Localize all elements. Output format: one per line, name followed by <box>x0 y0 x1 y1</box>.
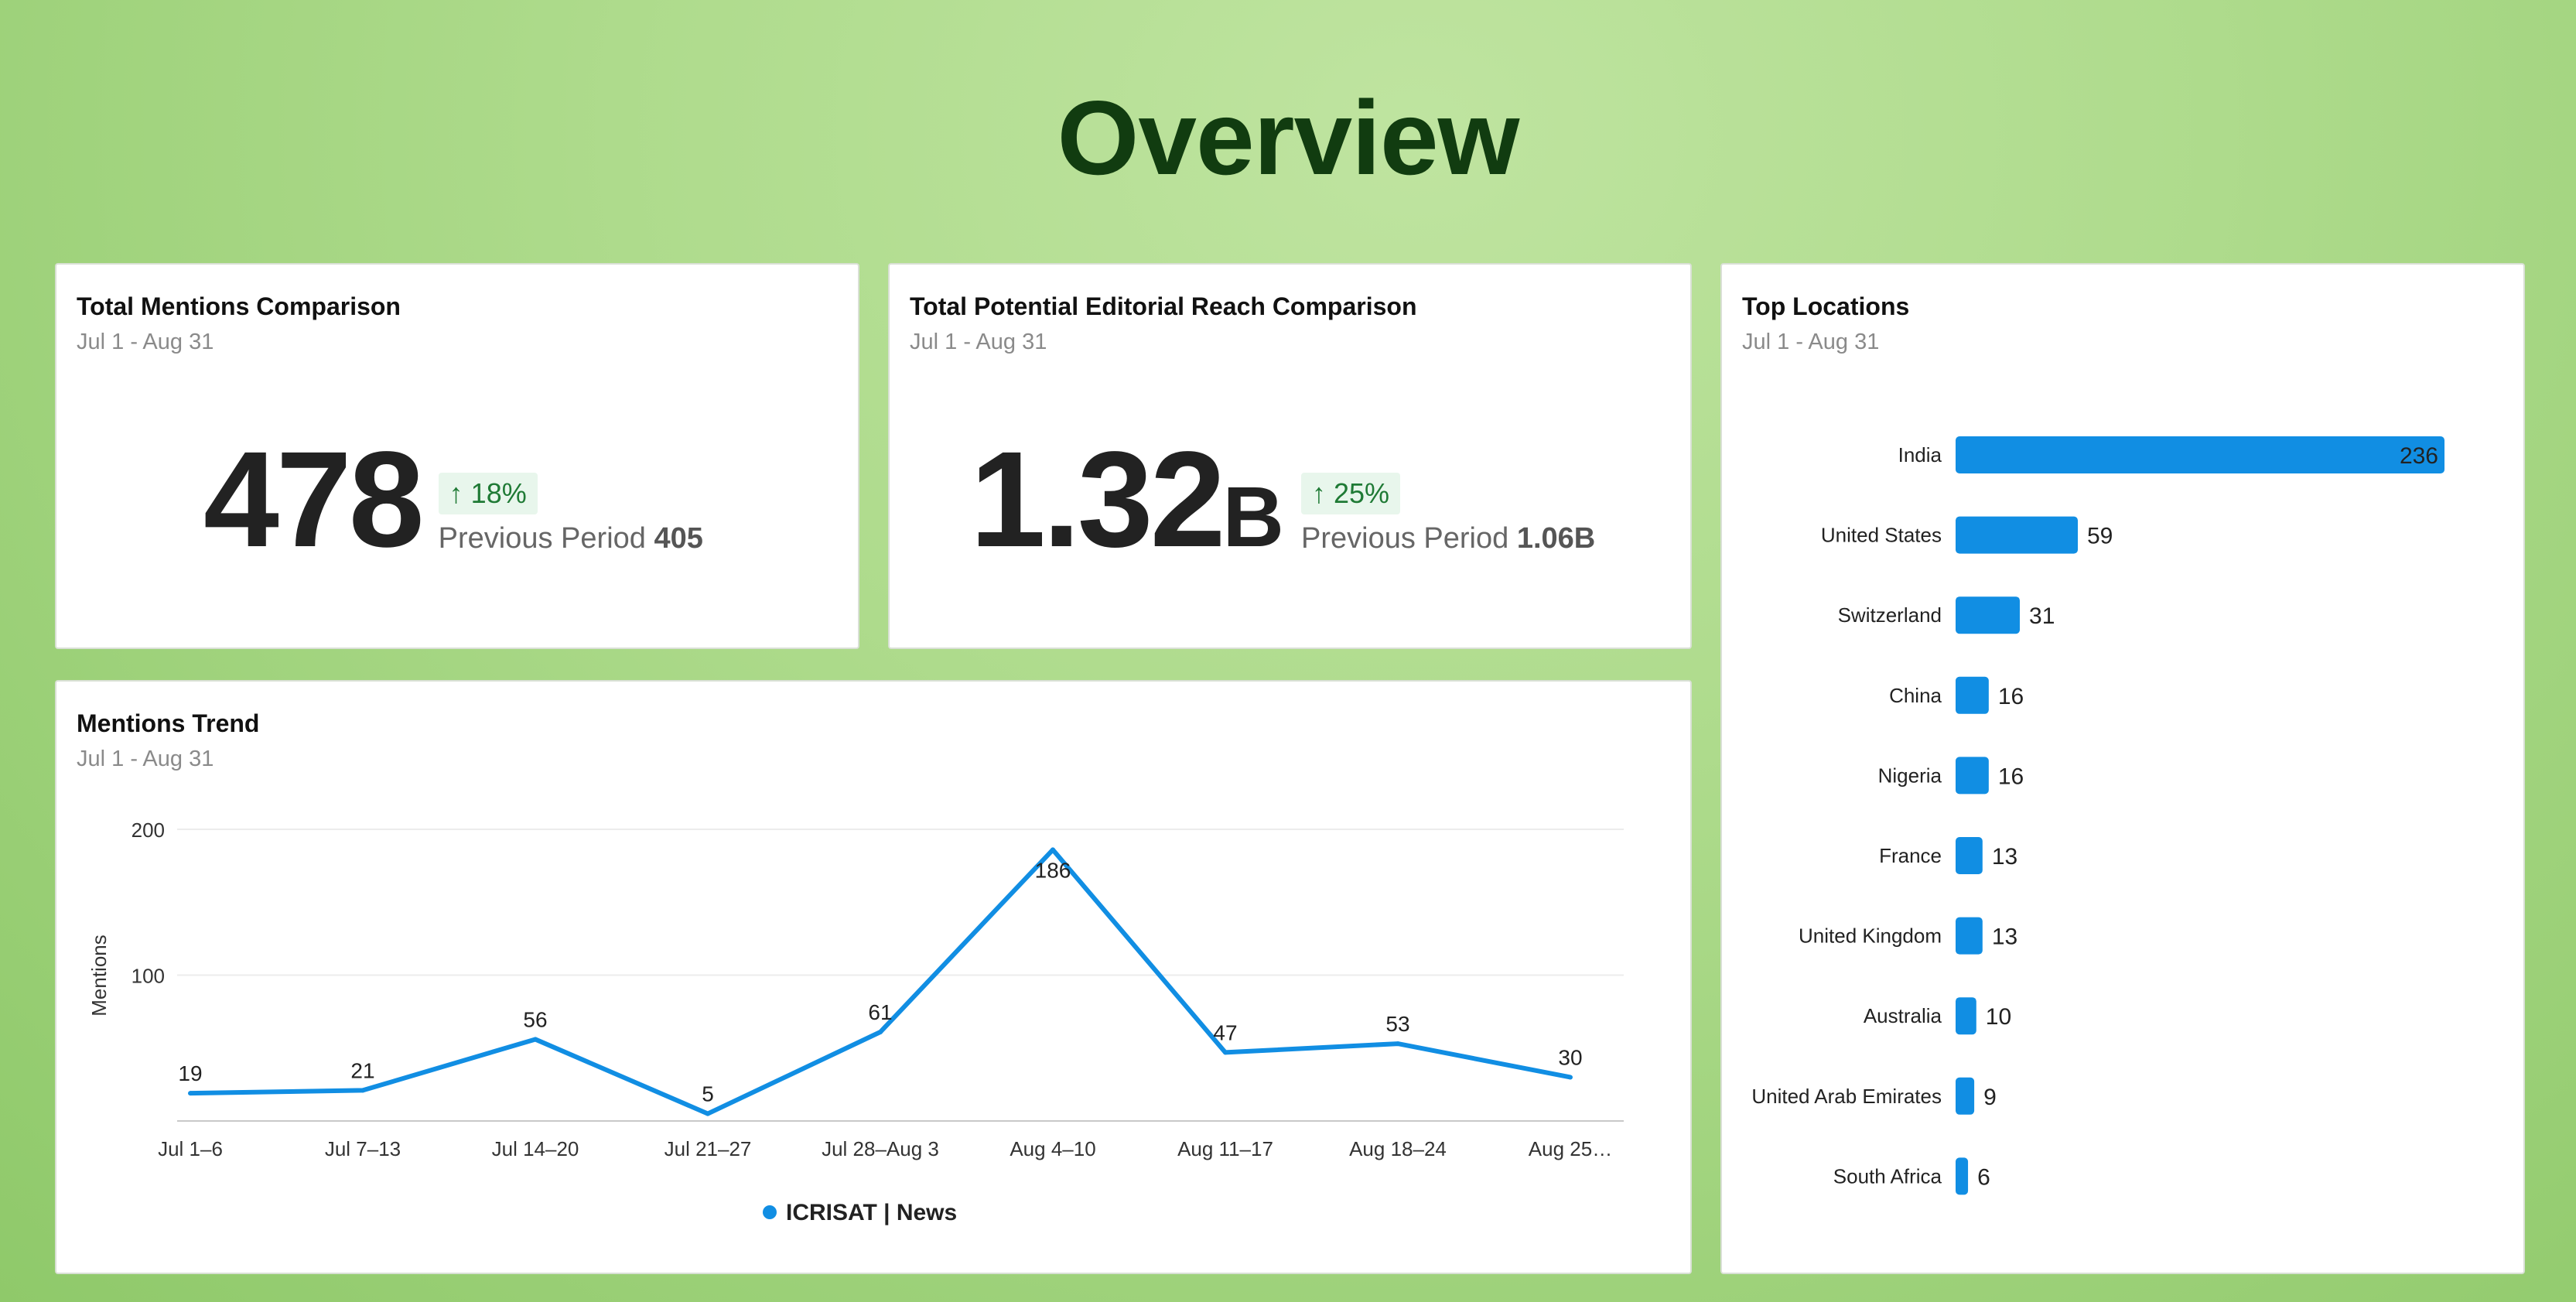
x-tick-label: Aug 4–10 <box>1010 1137 1095 1160</box>
location-bar[interactable] <box>1956 516 2078 554</box>
card-title: Total Potential Editorial Reach Comparis… <box>910 292 1417 320</box>
x-tick-label: Aug 18–24 <box>1349 1137 1447 1160</box>
location-label: Switzerland <box>1838 603 1942 627</box>
kpi-value: 478 <box>203 424 425 576</box>
reach-comparison-card: Total Potential Editorial Reach Comparis… <box>888 263 1692 649</box>
data-label: 53 <box>1385 1012 1409 1036</box>
x-tick-label: Aug 11–17 <box>1177 1137 1273 1160</box>
arrow-up-icon: ↑ <box>1312 477 1326 509</box>
data-point[interactable] <box>1396 1041 1400 1047</box>
data-label: 186 <box>1035 858 1071 882</box>
mentions-trend-card: Mentions Trend Jul 1 - Aug 31 100 200 Ment… <box>55 680 1692 1274</box>
bar-value-label: 13 <box>1992 844 2017 870</box>
kpi-block: 478 ↑ 18% Previous Period 405 <box>203 424 703 576</box>
card-date-range: Jul 1 - Aug 31 <box>910 330 1047 354</box>
kpi-unit: B <box>1222 470 1284 565</box>
data-point[interactable] <box>533 1037 538 1042</box>
mentions-trend-line-chart: 100 200 Mentions Jul 1–6 Jul 7–13 Jul 14–20 Ju… <box>87 818 1624 1225</box>
previous-period-label: Previous Period <box>1301 521 1509 555</box>
data-point[interactable] <box>188 1091 193 1096</box>
previous-period: Previous Period 1.06B <box>1301 522 1595 555</box>
data-label: 47 <box>1213 1020 1237 1044</box>
bar-value-label: 236 <box>2400 443 2438 469</box>
previous-period-value: 1.06B <box>1516 521 1596 555</box>
card-title: Top Locations <box>1742 292 1910 320</box>
previous-period: Previous Period 405 <box>439 522 703 555</box>
location-label: Australia <box>1864 1004 1942 1027</box>
location-label: United Kingdom <box>1799 924 1942 948</box>
card-date-range: Jul 1 - Aug 31 <box>1742 330 1880 354</box>
data-point[interactable] <box>705 1111 710 1116</box>
location-label: South Africa <box>1833 1164 1942 1188</box>
top-locations-card: Top Locations Jul 1 - Aug 31 India 236 Uni… <box>1720 263 2525 1274</box>
bar-value-label: 16 <box>1998 684 2024 709</box>
bar-value-label: 6 <box>1977 1164 1990 1190</box>
x-tick-label: Jul 14–20 <box>492 1137 579 1160</box>
data-label: 56 <box>523 1007 547 1031</box>
location-bar[interactable] <box>1956 1077 1975 1115</box>
location-bar[interactable] <box>1956 917 1983 955</box>
x-tick-label: Jul 21–27 <box>664 1137 752 1160</box>
previous-period-value: 405 <box>654 521 703 555</box>
location-label: Nigeria <box>1878 764 1942 787</box>
location-bar[interactable] <box>1956 676 1989 714</box>
data-point[interactable] <box>1223 1050 1228 1055</box>
location-label: France <box>1879 844 1942 867</box>
data-label: 5 <box>702 1082 714 1106</box>
bar-value-label: 31 <box>2029 603 2055 629</box>
previous-period-label: Previous Period <box>438 521 646 555</box>
data-point[interactable] <box>1568 1075 1573 1080</box>
card-title: Total Mentions Comparison <box>77 292 401 320</box>
y-axis-label: Mentions <box>87 935 111 1017</box>
mentions-comparison-card: Total Mentions Comparison Jul 1 - Aug 31… <box>55 263 859 649</box>
data-label: 30 <box>1558 1045 1582 1069</box>
location-bar[interactable] <box>1956 1157 1969 1195</box>
location-label: India <box>1898 443 1942 466</box>
bar-value-label: 16 <box>1998 764 2024 789</box>
data-label: 61 <box>868 1000 892 1024</box>
data-point[interactable] <box>878 1030 883 1035</box>
card-title: Mentions Trend <box>77 709 260 737</box>
location-bar[interactable] <box>1956 837 1983 874</box>
card-date-range: Jul 1 - Aug 31 <box>77 747 214 771</box>
kpi-block: 1.32B ↑ 25% Previous Period 1.06B <box>970 432 1595 568</box>
kpi-number: 1.32 <box>970 424 1226 576</box>
bar-value-label: 59 <box>2087 524 2113 549</box>
location-label: United States <box>1821 524 1942 547</box>
bar-value-label: 10 <box>1986 1004 2011 1030</box>
location-bar[interactable] <box>1956 596 2021 634</box>
bar-value-label: 13 <box>1992 924 2017 950</box>
x-tick-label: Jul 1–6 <box>158 1137 223 1160</box>
legend-marker <box>763 1205 777 1219</box>
y-tick-label: 200 <box>132 818 165 842</box>
series-line <box>190 847 1571 1116</box>
data-label: 19 <box>178 1061 202 1085</box>
x-tick-label: Jul 7–13 <box>325 1137 401 1160</box>
kpi-value: 1.32B <box>970 432 1284 568</box>
data-point[interactable] <box>1051 847 1055 853</box>
location-bar[interactable] <box>1956 757 1989 795</box>
y-tick-label: 100 <box>132 965 165 988</box>
change-percent: 25% <box>1334 477 1390 509</box>
arrow-up-icon: ↑ <box>449 477 463 509</box>
change-badge: ↑ 18% <box>438 472 538 514</box>
change-percent: 18% <box>470 477 527 509</box>
card-date-range: Jul 1 - Aug 31 <box>77 330 214 354</box>
change-badge: ↑ 25% <box>1301 472 1401 514</box>
location-label: China <box>1889 684 1942 707</box>
legend-label: ICRISAT | News <box>786 1200 957 1225</box>
x-tick-label: Aug 25… <box>1529 1137 1612 1160</box>
bar-value-label: 9 <box>1983 1085 1997 1110</box>
data-point[interactable] <box>360 1088 365 1093</box>
page-title: Overview <box>1057 79 1520 196</box>
x-tick-label: Jul 28–Aug 3 <box>822 1137 939 1160</box>
location-bar[interactable] <box>1956 436 2444 473</box>
location-bar[interactable] <box>1956 997 1976 1035</box>
data-label: 21 <box>350 1058 374 1082</box>
top-locations-bar-chart: India 236 United States 59 Switzerland 31 Chin… <box>1751 436 2444 1195</box>
location-label: United Arab Emirates <box>1751 1085 1942 1108</box>
